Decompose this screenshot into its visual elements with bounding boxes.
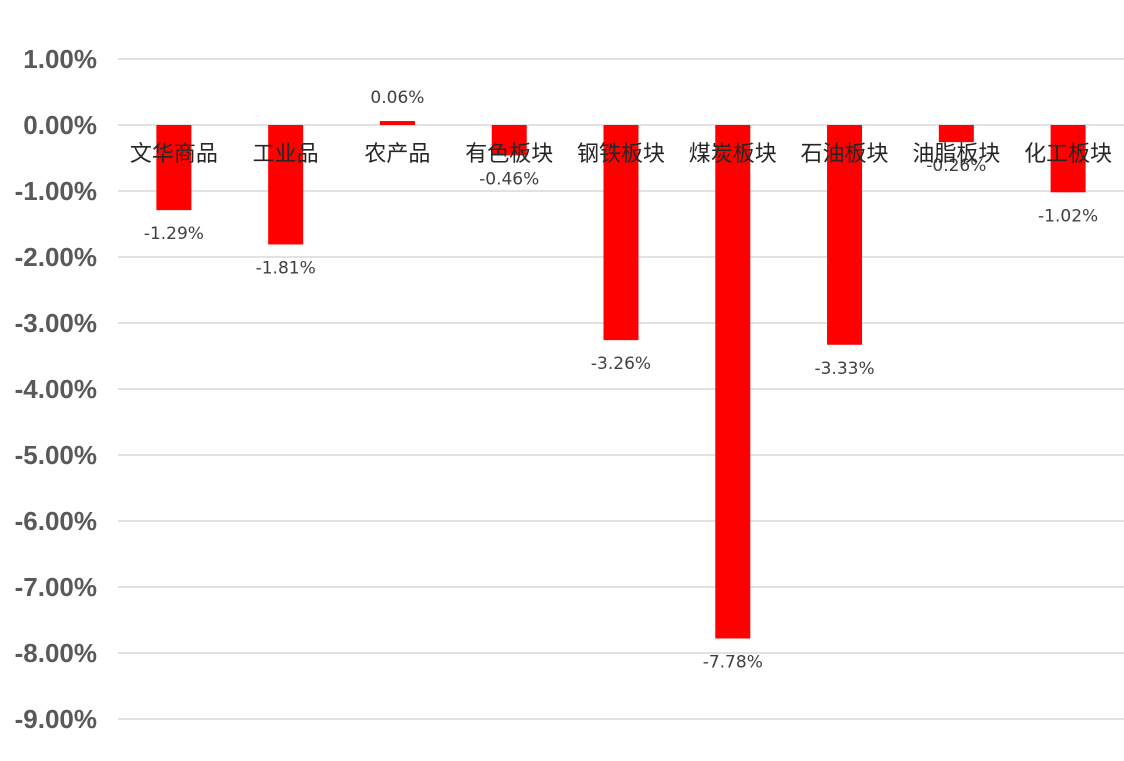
bar xyxy=(603,125,639,341)
data-label: 0.06% xyxy=(370,88,424,108)
y-tick-label: -6.00% xyxy=(15,506,97,536)
data-label: -1.02% xyxy=(1038,206,1098,226)
data-label: -3.26% xyxy=(591,354,651,374)
y-tick-label: -9.00% xyxy=(15,704,97,734)
y-tick-label: -1.00% xyxy=(15,176,97,206)
bar xyxy=(715,125,751,639)
category-label: 化工板块 xyxy=(1024,142,1112,167)
data-label: -0.26% xyxy=(926,156,986,176)
bar xyxy=(491,125,527,156)
data-label: -1.81% xyxy=(256,258,316,278)
data-label: -3.33% xyxy=(814,359,874,379)
category-label: 油脂板块 xyxy=(912,142,1000,167)
y-tick-label: -3.00% xyxy=(15,308,97,338)
data-labels: -1.29% -1.81% 0.06% -0.46% -3.26% -7.78% -3.33… xyxy=(144,88,1098,672)
y-tick-label: 0.00% xyxy=(23,110,97,140)
y-tick-label: -8.00% xyxy=(15,638,97,668)
y-tick-label: -5.00% xyxy=(15,440,97,470)
bars xyxy=(156,121,1086,639)
data-label: -1.29% xyxy=(144,224,204,244)
y-tick-label: 1.00% xyxy=(23,44,97,74)
bar xyxy=(156,125,192,211)
y-axis-tick-labels: 1.00% 0.00% -1.00% -2.00% -3.00% -4.00% -5.00%… xyxy=(15,44,97,734)
category-label: 石油板块 xyxy=(801,142,889,167)
data-label: -0.46% xyxy=(479,169,539,189)
bar xyxy=(1050,125,1086,193)
bar xyxy=(379,121,415,125)
data-label: -7.78% xyxy=(703,652,763,672)
category-label: 钢铁板块 xyxy=(577,142,665,167)
category-label: 工业品 xyxy=(253,142,319,167)
category-label: 农产品 xyxy=(364,142,430,167)
category-labels: 文华商品 工业品 农产品 有色板块 钢铁板块 煤炭板块 石油板块 油脂板块 化工板块 xyxy=(130,142,1112,167)
category-label: 文华商品 xyxy=(130,142,218,167)
y-tick-label: -7.00% xyxy=(15,572,97,602)
y-tick-label: -4.00% xyxy=(15,374,97,404)
category-label: 有色板块 xyxy=(465,142,553,167)
y-tick-label: -2.00% xyxy=(15,242,97,272)
category-label: 煤炭板块 xyxy=(689,142,777,167)
bar xyxy=(938,125,974,143)
bar xyxy=(827,125,863,345)
bar xyxy=(268,125,304,245)
